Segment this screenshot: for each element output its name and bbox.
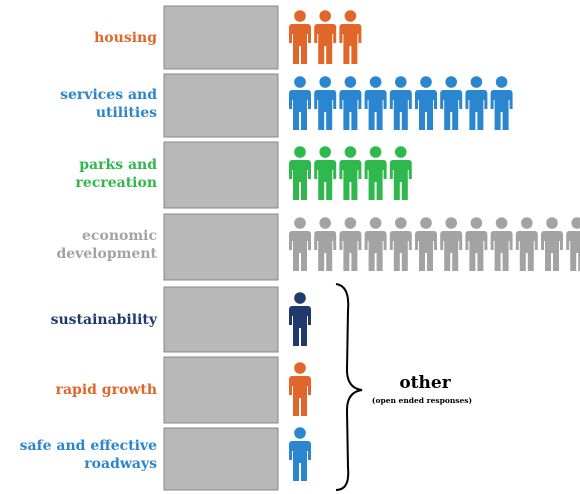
person-head [521,217,533,229]
photos [164,6,278,490]
person-head [546,217,558,229]
person-head [370,76,382,88]
person-head [345,217,357,229]
photo [164,142,278,208]
person-head [294,10,306,22]
person-head [319,217,331,229]
photo [164,74,278,137]
person-head [319,10,331,22]
person-head [345,10,357,22]
person-body [390,90,412,130]
person-body [465,231,487,271]
person-head [294,146,306,158]
annotation: (open ended responses) [372,396,472,405]
person-head [445,76,457,88]
icon-row [289,76,513,130]
person-head [319,76,331,88]
category-label: sustainability [2,311,157,329]
person-body [289,306,311,346]
person-body [339,231,361,271]
annotation: other [399,373,451,393]
person-body [289,160,311,200]
person-head [345,76,357,88]
person-head [395,146,407,158]
person-body [289,231,311,271]
person-body [339,160,361,200]
person-body [289,376,311,416]
person-head [471,76,483,88]
icon-row [289,362,311,416]
person-body [516,231,538,271]
page: {"chart_data": {"type": "pictograph", "c… [0,0,580,494]
person-body [314,231,336,271]
photo [164,428,278,490]
person-head [294,362,306,374]
category-label: housing [2,29,157,47]
person-body [314,160,336,200]
category-label: rapid growth [2,381,157,399]
person-body [314,90,336,130]
person-head [294,217,306,229]
icon-row [289,146,412,200]
person-head [445,217,457,229]
person-body [339,24,361,64]
person-head [496,76,508,88]
photo [164,357,278,423]
person-body [314,24,336,64]
person-head [471,217,483,229]
person-head [395,76,407,88]
person-head [319,146,331,158]
person-body [365,90,387,130]
person-body [465,90,487,130]
person-head [420,76,432,88]
person-body [415,90,437,130]
person-head [294,76,306,88]
person-body [566,231,580,271]
person-body [491,231,513,271]
photo [164,214,278,280]
person-head [370,217,382,229]
person-head [294,292,306,304]
photo [164,287,278,352]
bracket [336,284,362,490]
person-body [390,231,412,271]
person-body [541,231,563,271]
person-head [571,217,580,229]
icon-row [289,10,361,64]
person-head [294,427,306,439]
person-body [365,231,387,271]
person-body [491,90,513,130]
icon-row [289,427,311,481]
person-head [345,146,357,158]
person-body [440,231,462,271]
category-label: economic development [2,227,157,263]
icon-row [289,292,311,346]
person-body [440,90,462,130]
person-body [415,231,437,271]
person-head [420,217,432,229]
person-body [289,24,311,64]
person-body [289,90,311,130]
person-body [289,441,311,481]
icon-row [289,217,580,271]
category-label: safe and effective roadways [2,437,157,473]
category-label: services and utilities [2,86,157,122]
person-body [390,160,412,200]
person-head [496,217,508,229]
photo [164,6,278,69]
category-label: parks and recreation [2,156,157,192]
person-head [370,146,382,158]
person-body [365,160,387,200]
person-head [395,217,407,229]
person-body [339,90,361,130]
